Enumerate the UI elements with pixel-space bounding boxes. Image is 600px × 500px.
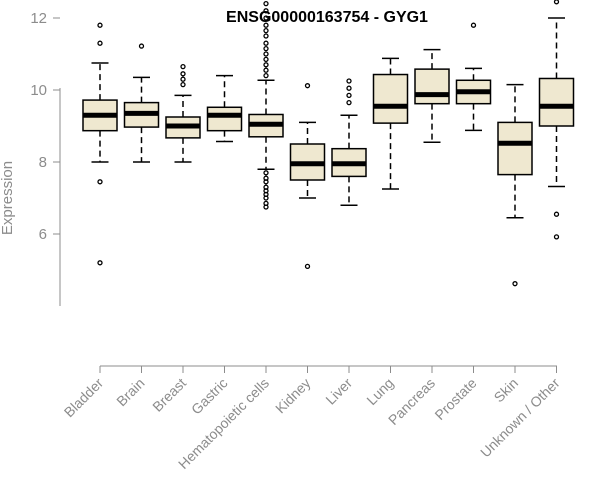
outlier-point (263, 56, 269, 63)
outlier-point (263, 15, 269, 21)
outlier-point (346, 78, 352, 84)
outlier-point (263, 0, 269, 7)
outlier-point (263, 27, 269, 34)
box-brain (123, 43, 160, 163)
outlier-point (346, 92, 352, 99)
box-iqr (497, 121, 533, 176)
outlier-point (346, 85, 352, 91)
outlier-point (180, 81, 186, 88)
box-hematopoietic-cells (248, 0, 284, 210)
box-kidney (289, 83, 326, 270)
x-tick-label: Skin (491, 375, 522, 406)
y-tick-label: 8 (39, 154, 47, 171)
outlier-point (263, 175, 269, 181)
outlier-point (97, 260, 103, 266)
y-axis-label: Expression (0, 161, 16, 235)
box-lung (372, 57, 409, 190)
box-iqr (206, 106, 243, 132)
y-ticks: 6 8 10 12 (30, 10, 60, 243)
outlier-point (263, 62, 269, 68)
outlier-point (97, 179, 103, 185)
x-tick-label: Breast (149, 375, 189, 415)
box-bladder (82, 22, 118, 266)
x-tick-label: Bladder (61, 375, 107, 421)
boxes (82, 0, 575, 287)
outlier-point (470, 22, 477, 28)
outlier-point (97, 22, 103, 28)
outlier-point (553, 211, 560, 217)
outlier-point (263, 40, 269, 46)
outlier-point (263, 184, 269, 190)
outlier-point (512, 281, 518, 287)
box-iqr (538, 77, 575, 127)
outlier-point (263, 200, 269, 207)
x-tick-label: Liver (322, 375, 355, 408)
outlier-point (553, 234, 560, 240)
outlier-point (180, 76, 186, 82)
outlier-point (346, 99, 352, 106)
outlier-point (263, 8, 269, 14)
y-tick-label: 10 (30, 82, 47, 99)
box-unknown-other (538, 0, 575, 240)
outlier-point (263, 72, 269, 79)
outlier-point (263, 45, 269, 52)
box-breast (165, 63, 201, 163)
outlier-point (304, 263, 311, 270)
box-pancreas (414, 48, 450, 143)
box-skin (497, 83, 533, 287)
outlier-point (138, 43, 145, 49)
box-prostate (455, 22, 492, 132)
chart-title: ENSG00000163754 - GYG1 (226, 9, 428, 26)
x-tick-label: Unknown / Other (477, 375, 563, 461)
outlier-point (263, 67, 269, 73)
x-tick-label: Kidney (272, 375, 314, 417)
outlier-point (553, 0, 560, 5)
y-tick-label: 12 (30, 10, 47, 27)
y-tick-label: 6 (39, 226, 47, 243)
box-iqr (372, 73, 409, 124)
outlier-point (304, 83, 311, 89)
outlier-point (263, 33, 269, 39)
outlier-point (263, 22, 269, 28)
box-gastric (206, 74, 243, 143)
outlier-point (263, 170, 269, 176)
outlier-point (180, 71, 186, 77)
outlier-point (97, 40, 103, 46)
box-liver (331, 78, 367, 206)
outlier-point (263, 51, 269, 57)
x-tick-label: Brain (113, 375, 147, 409)
box-iqr (414, 68, 450, 105)
outlier-point (180, 63, 186, 70)
x-tick-label: Lung (363, 375, 396, 408)
x-tick-label: Prostate (431, 375, 479, 423)
